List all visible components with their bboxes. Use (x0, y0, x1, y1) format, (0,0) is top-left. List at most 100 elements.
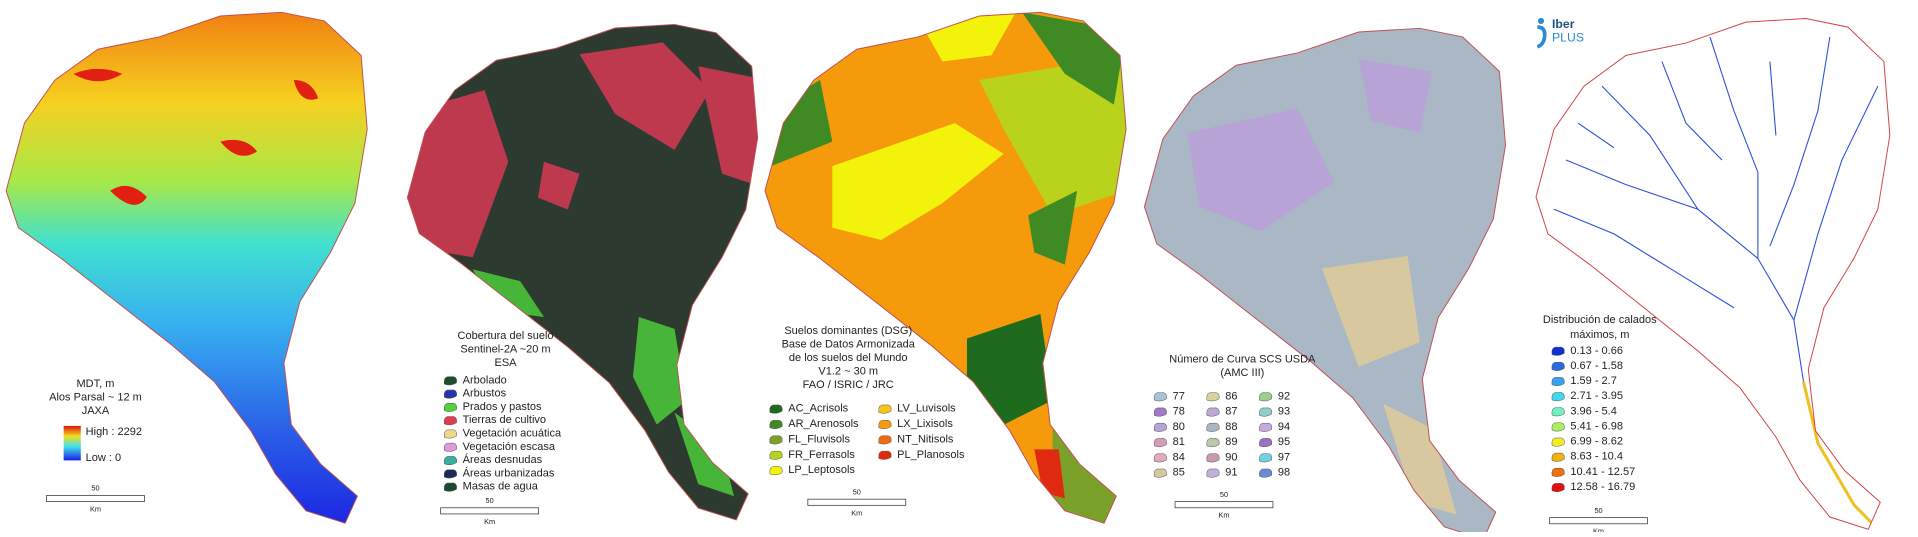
legend-title: de los suelos del Mundo (789, 352, 908, 364)
cropland (407, 42, 758, 258)
scale-bar (1174, 501, 1274, 509)
legend-label: AC_Acrisols (788, 403, 848, 415)
legend-label: Arbustos (463, 388, 507, 400)
legend-label: AR_Arenosols (788, 418, 859, 430)
legend-title: Base de Datos Armonizada (782, 339, 916, 351)
legend-swatch (1206, 392, 1220, 402)
legend-title: Sentinel-2A ~20 m (460, 344, 550, 356)
legend-swatch (1551, 377, 1565, 387)
legend-swatch (1206, 407, 1220, 417)
legend-swatch (443, 416, 457, 426)
legend-label: 1.59 - 2.7 (1570, 375, 1616, 387)
legend-label: LP_Leptosols (788, 464, 855, 476)
legend-swatch (443, 402, 457, 412)
logo-dot (1537, 17, 1545, 25)
legend-label: 12.58 - 16.79 (1570, 481, 1635, 493)
legend-swatch (1551, 452, 1565, 462)
legend-title: V1.2 ~ 30 m (818, 366, 878, 378)
legend-label: 10.41 - 12.57 (1570, 466, 1635, 478)
legend-swatch (1259, 422, 1273, 432)
legend-swatch (1259, 453, 1273, 463)
legend-label: Tierras de cultivo (463, 414, 546, 426)
legend-swatch (1259, 438, 1273, 448)
legend-swatch (1551, 407, 1565, 417)
legend-title: Alos Parsal ~ 12 m (49, 392, 142, 404)
legend-label: Masas de agua (463, 481, 539, 493)
legend-label: 90 (1225, 451, 1237, 463)
legend-label: PL_Planosols (897, 449, 965, 461)
legend-label: 5.41 - 6.98 (1570, 420, 1623, 432)
legend-title: JAXA (82, 405, 110, 417)
scale-value: 50 (486, 496, 494, 505)
legend-swatch (1551, 467, 1565, 477)
legend-swatch (443, 376, 457, 386)
logo-top: Iber (1552, 17, 1575, 31)
legend-swatch (443, 469, 457, 479)
legend-swatch (769, 450, 783, 460)
cn-85 (1321, 256, 1457, 515)
legend-swatch (443, 482, 457, 492)
legend-swatch (878, 419, 892, 429)
map-fill (407, 24, 758, 520)
legend-label: 91 (1225, 467, 1237, 479)
legend-swatch (1551, 392, 1565, 402)
legend-swatch (1206, 468, 1220, 478)
scale-unit: Km (851, 508, 862, 517)
legend-label: 89 (1225, 436, 1237, 448)
legend-title: ESA (495, 357, 518, 369)
legend-label: 77 (1173, 390, 1185, 402)
legend-swatch (1259, 407, 1273, 417)
scale-bar (807, 498, 907, 506)
legend-label: 2.71 - 3.95 (1570, 390, 1623, 402)
legend-label: 84 (1173, 451, 1185, 463)
legend-swatch (769, 419, 783, 429)
legend-swatch (1206, 422, 1220, 432)
legend-swatch (1551, 482, 1565, 493)
legend-label: 3.96 - 5.4 (1570, 405, 1616, 417)
legend-swatch (1153, 438, 1167, 448)
scale-value: 50 (1594, 506, 1602, 515)
map-dem (5, 11, 368, 524)
legend-swatch (443, 429, 457, 439)
scale-bar (46, 495, 145, 503)
legend-label: Áreas urbanizadas (463, 466, 555, 479)
arenosols (764, 12, 1127, 265)
logo-mark (1536, 25, 1547, 49)
legend-label: Arbolado (463, 374, 507, 386)
acrisols (966, 313, 1053, 425)
legend-label: Áreas desnudas (463, 453, 543, 466)
legend-swatch (1551, 361, 1565, 371)
legend-label: 0.67 - 1.58 (1570, 360, 1623, 372)
legend-title: FAO / ISRIC / JRC (803, 379, 894, 391)
scale-unit: Km (1593, 527, 1604, 532)
map-curve-number (1143, 27, 1507, 537)
legend-label: 80 (1173, 421, 1185, 433)
legend-swatch (1153, 468, 1167, 478)
legend-swatch (878, 450, 892, 460)
cn-80 (1187, 59, 1433, 232)
cn-base (1144, 28, 1506, 537)
scale-value: 50 (853, 487, 861, 496)
scale-unit: Km (1218, 511, 1229, 520)
map-landcover (406, 23, 759, 521)
legend-swatch (878, 404, 892, 414)
legend-label: FR_Ferrasols (788, 449, 855, 461)
legend-swatch (769, 435, 783, 445)
legend-label: 81 (1173, 436, 1185, 448)
ferrasols (979, 55, 1127, 216)
fluvisols (1052, 424, 1127, 524)
legend-swatch (1206, 438, 1220, 448)
legend-label: LV_Luvisols (897, 403, 956, 415)
legend-title: Cobertura del suelo (458, 330, 554, 342)
legend-swatch (769, 404, 783, 414)
leptosols (832, 12, 1016, 241)
legend-label: 86 (1225, 390, 1237, 402)
legend-label: 6.99 - 8.62 (1570, 436, 1623, 448)
legend-swatch (1153, 422, 1167, 432)
scale-unit: Km (484, 517, 495, 526)
legend-label: FL_Fluvisols (788, 433, 850, 445)
main-channel (1802, 381, 1873, 525)
